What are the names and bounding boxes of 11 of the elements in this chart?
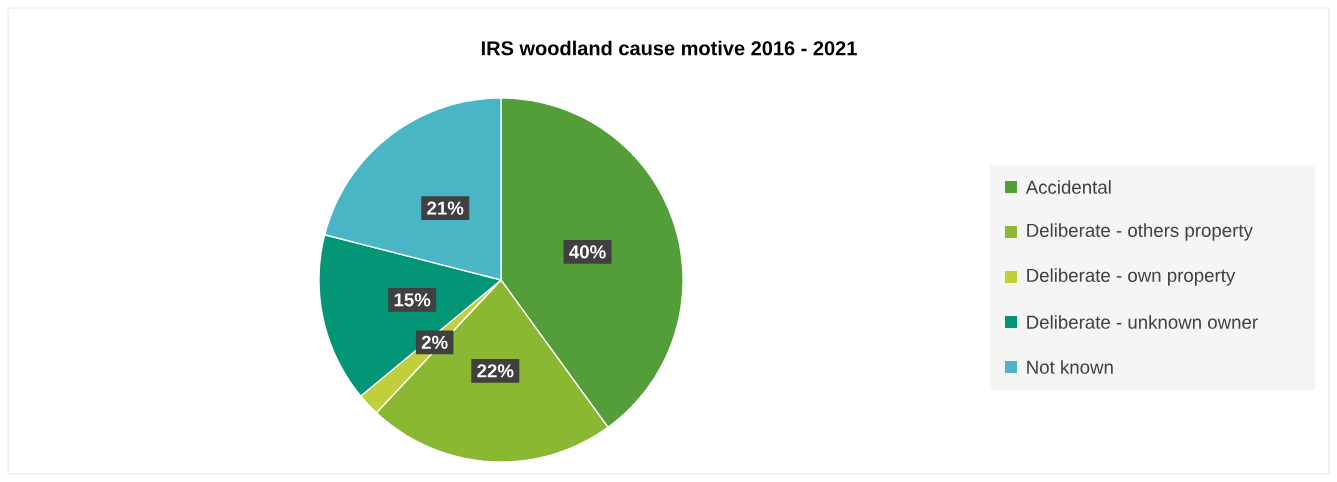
legend-label: Accidental [1025,180,1111,194]
data-label: 2% [421,335,448,349]
data-label: 15% [394,293,431,307]
data-label: 21% [427,201,464,215]
legend-label: Deliberate - own property [1027,268,1236,286]
legend-label: Deliberate - unknown owner [1027,315,1258,329]
legend-label: Not known [1027,360,1113,374]
data-label: 40% [569,245,606,259]
legend-label: Deliberate - others property [1027,223,1253,241]
chart-title: IRS woodland cause motive 2016 - 2021 [481,40,857,56]
data-label: 22% [477,364,514,378]
